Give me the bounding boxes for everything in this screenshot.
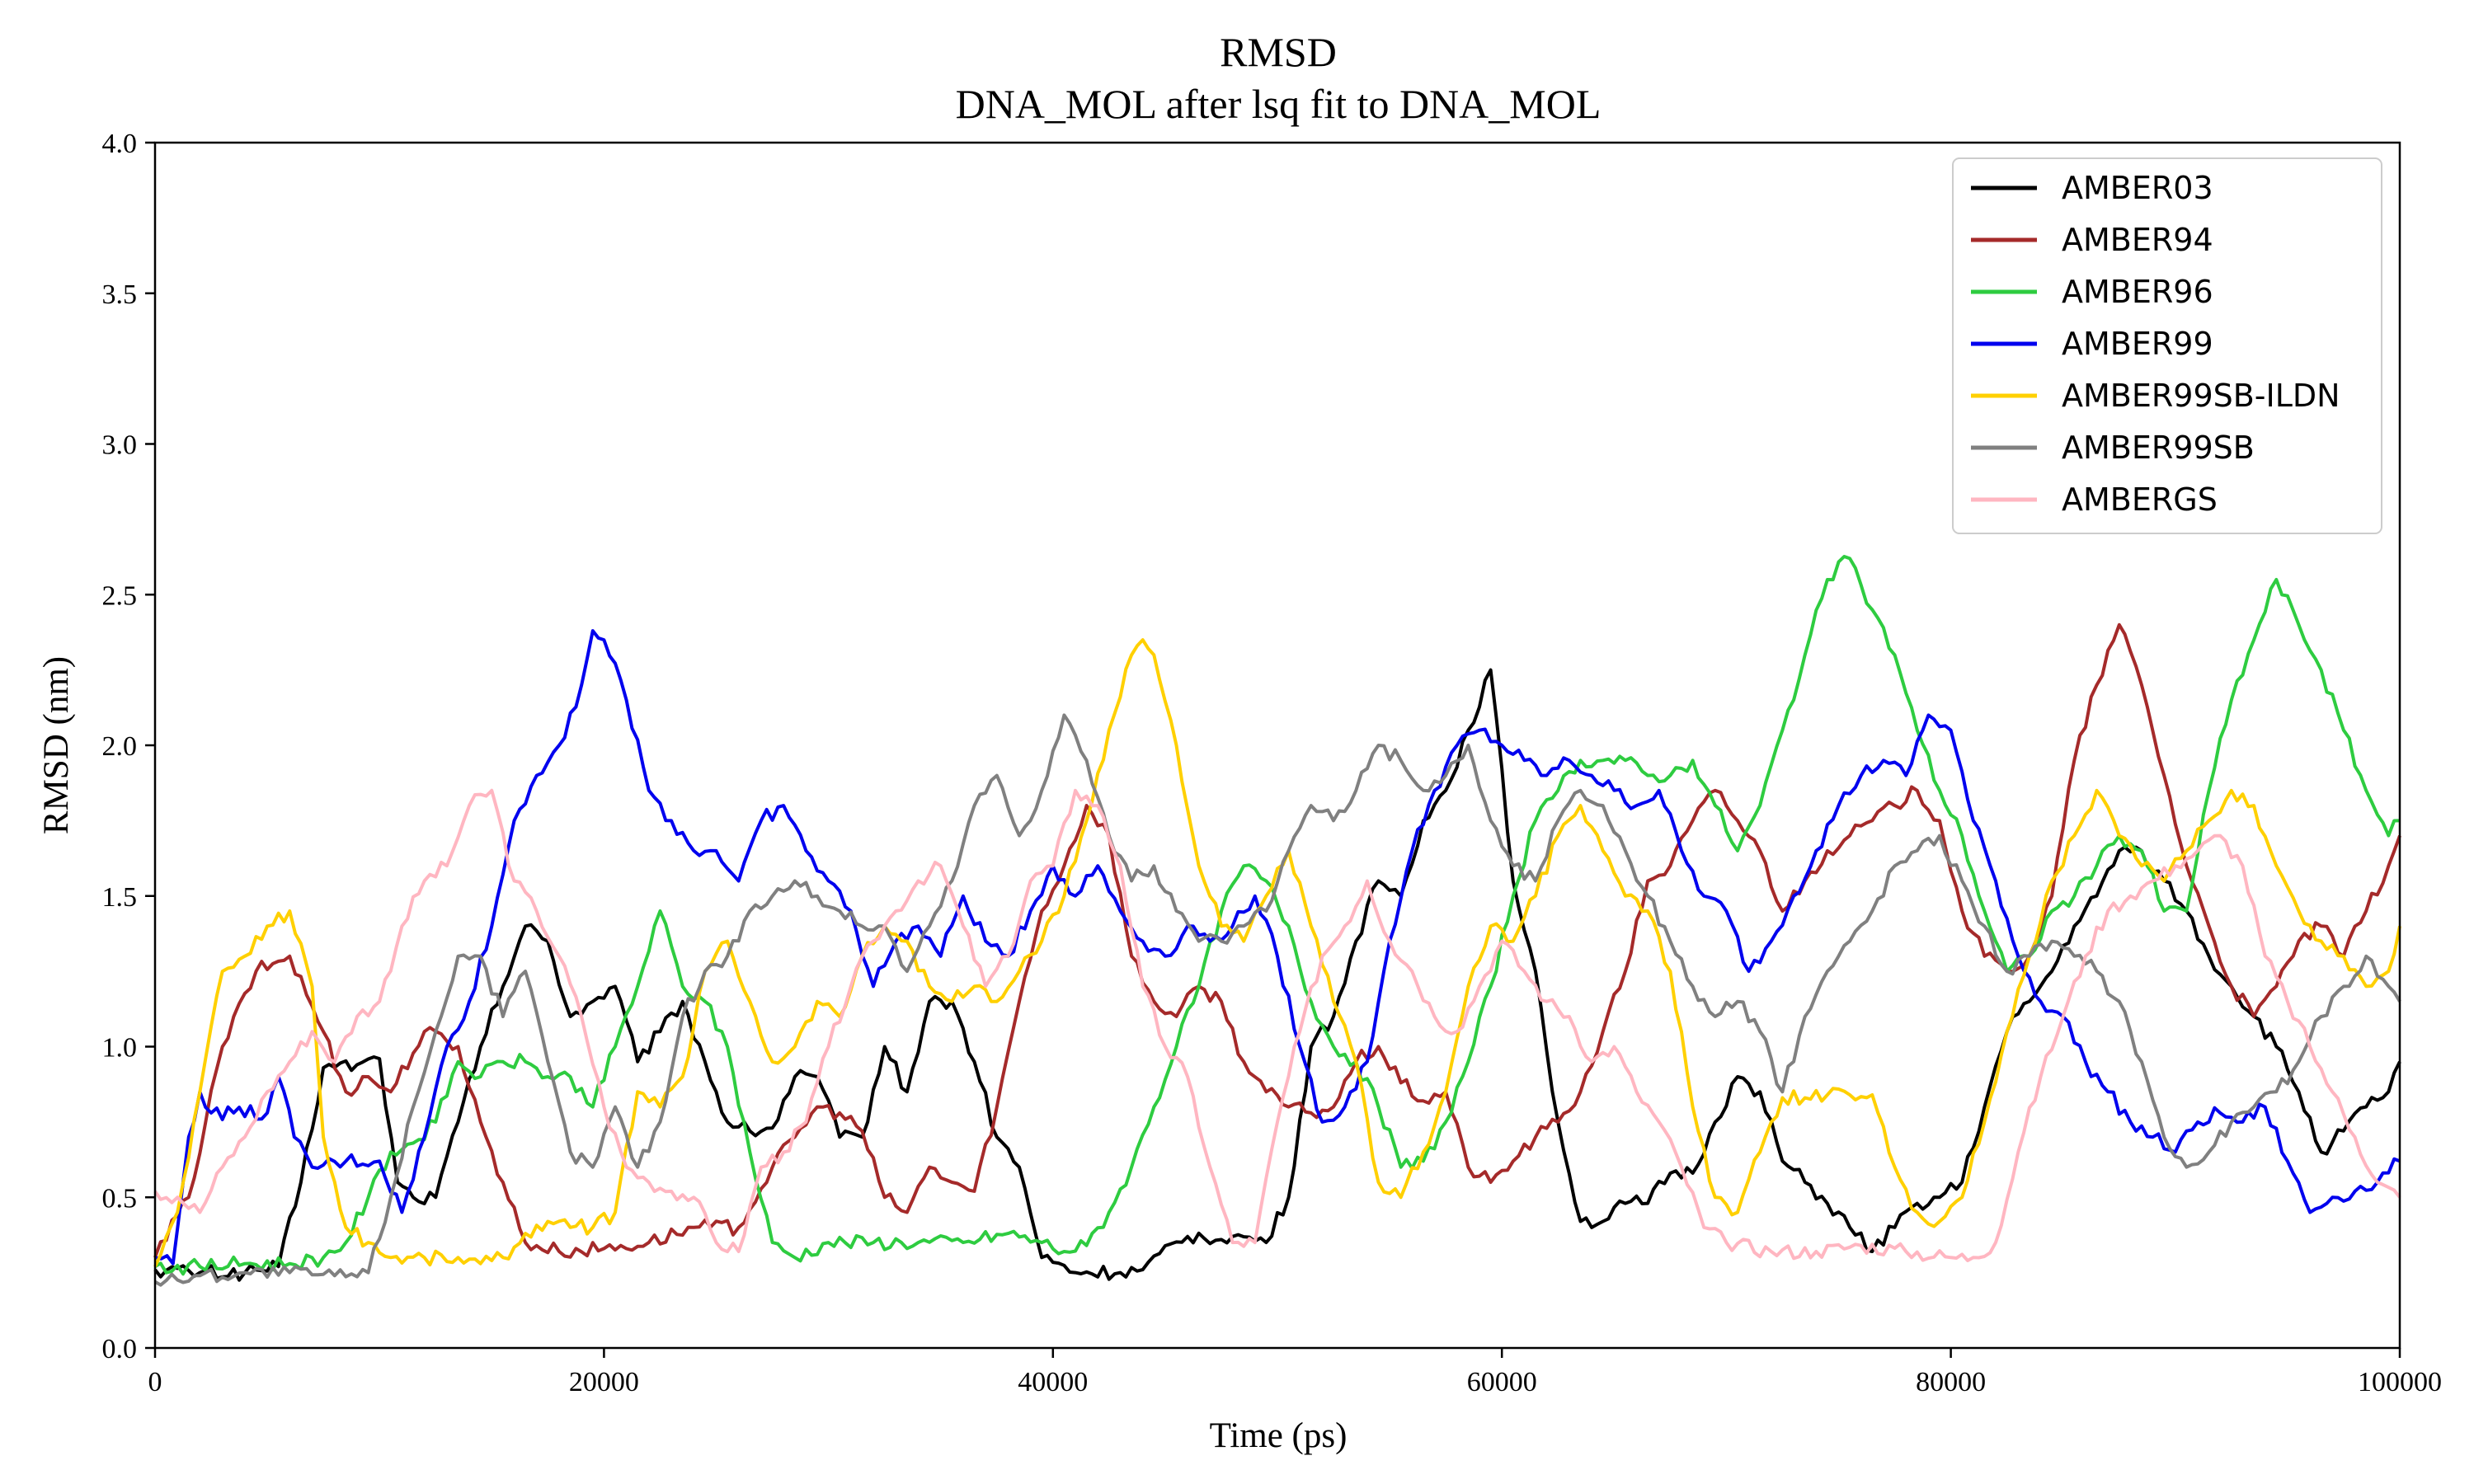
- axis-ticks: 0 20000 40000 60000 80000 100000 0.0 0.5 1.0 1.5 2…: [102, 129, 2443, 1397]
- legend-label: AMBER99SB: [2062, 430, 2255, 466]
- x-tick-label: 20000: [569, 1367, 639, 1397]
- y-tick-label: 1.0: [102, 1033, 138, 1064]
- y-tick-label: 4.0: [102, 129, 138, 159]
- series-line-amber99sb: [153, 713, 2401, 1287]
- x-tick-label: 100000: [2358, 1367, 2442, 1397]
- legend-label: AMBER03: [2062, 170, 2213, 206]
- legend-label: AMBERGS: [2062, 481, 2218, 518]
- legend: AMBER03 AMBER94 AMBER96 AMBER99 AMBER99SB-IL…: [1952, 157, 2382, 534]
- chart-subtitle: DNA_MOL after lsq fit to DNA_MOL: [956, 81, 1602, 127]
- y-tick-label: 3.5: [102, 279, 138, 310]
- legend-label: AMBER99: [2062, 326, 2213, 362]
- x-tick-label: 0: [148, 1367, 162, 1397]
- x-tick-label: 60000: [1467, 1367, 1537, 1397]
- series-lines: [153, 555, 2401, 1287]
- series-line-amber99sb-ildn: [153, 638, 2401, 1268]
- y-tick-label: 0.0: [102, 1334, 138, 1364]
- chart-title: RMSD: [1220, 29, 1337, 75]
- y-tick-label: 2.0: [102, 731, 138, 762]
- y-tick-label: 0.5: [102, 1183, 138, 1214]
- x-axis-label: Time (ps): [1210, 1416, 1348, 1455]
- legend-label: AMBER94: [2062, 222, 2213, 258]
- y-tick-label: 2.5: [102, 580, 138, 611]
- x-tick-label: 40000: [1018, 1367, 1088, 1397]
- y-tick-label: 3.0: [102, 430, 138, 461]
- series-line-ambergs: [153, 788, 2401, 1262]
- series-line-amber94: [153, 622, 2401, 1259]
- y-tick-label: 1.5: [102, 882, 138, 913]
- series-line-amber03: [153, 668, 2401, 1282]
- legend-label: AMBER96: [2062, 274, 2213, 310]
- legend-label: AMBER99SB-ILDN: [2062, 378, 2340, 414]
- x-tick-label: 80000: [1916, 1367, 1986, 1397]
- legend-box: [1952, 157, 2382, 534]
- y-axis-label: RMSD (nm): [37, 656, 76, 834]
- plot-frame: [153, 141, 2401, 1350]
